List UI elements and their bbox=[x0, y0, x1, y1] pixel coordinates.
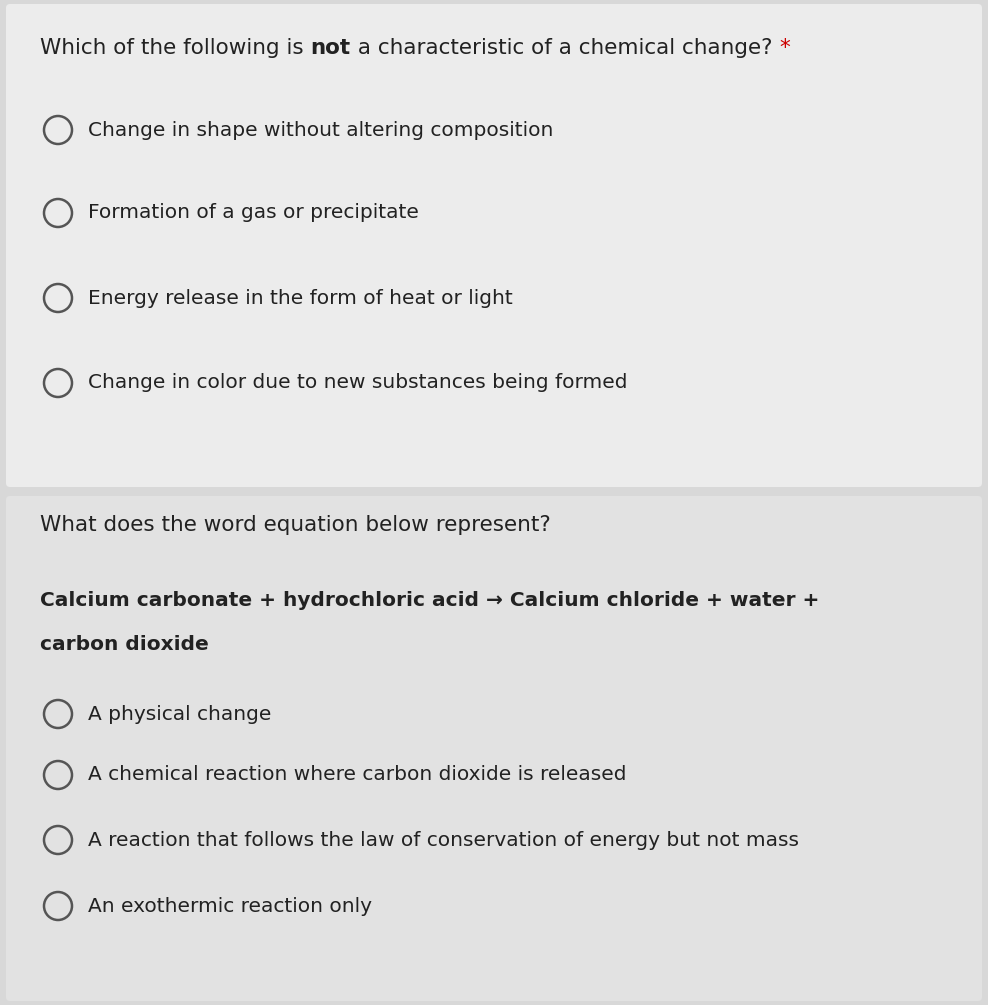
Text: Calcium carbonate + hydrochloric acid → Calcium chloride + water +: Calcium carbonate + hydrochloric acid → … bbox=[40, 591, 819, 609]
Text: A reaction that follows the law of conservation of energy but not mass: A reaction that follows the law of conse… bbox=[88, 830, 799, 849]
Text: carbon dioxide: carbon dioxide bbox=[40, 635, 208, 654]
Text: Change in color due to new substances being formed: Change in color due to new substances be… bbox=[88, 374, 627, 393]
Text: not: not bbox=[310, 38, 351, 58]
Text: A chemical reaction where carbon dioxide is released: A chemical reaction where carbon dioxide… bbox=[88, 766, 626, 785]
FancyBboxPatch shape bbox=[6, 496, 982, 1001]
Text: Which of the following is: Which of the following is bbox=[40, 38, 310, 58]
FancyBboxPatch shape bbox=[6, 4, 982, 487]
Text: What does the word equation below represent?: What does the word equation below repres… bbox=[40, 515, 550, 535]
Text: a characteristic of a chemical change?: a characteristic of a chemical change? bbox=[351, 38, 779, 58]
Text: Energy release in the form of heat or light: Energy release in the form of heat or li… bbox=[88, 288, 513, 308]
Text: An exothermic reaction only: An exothermic reaction only bbox=[88, 896, 372, 916]
Text: A physical change: A physical change bbox=[88, 705, 272, 724]
Text: *: * bbox=[779, 38, 789, 58]
Text: Change in shape without altering composition: Change in shape without altering composi… bbox=[88, 121, 553, 140]
Text: Formation of a gas or precipitate: Formation of a gas or precipitate bbox=[88, 203, 419, 222]
